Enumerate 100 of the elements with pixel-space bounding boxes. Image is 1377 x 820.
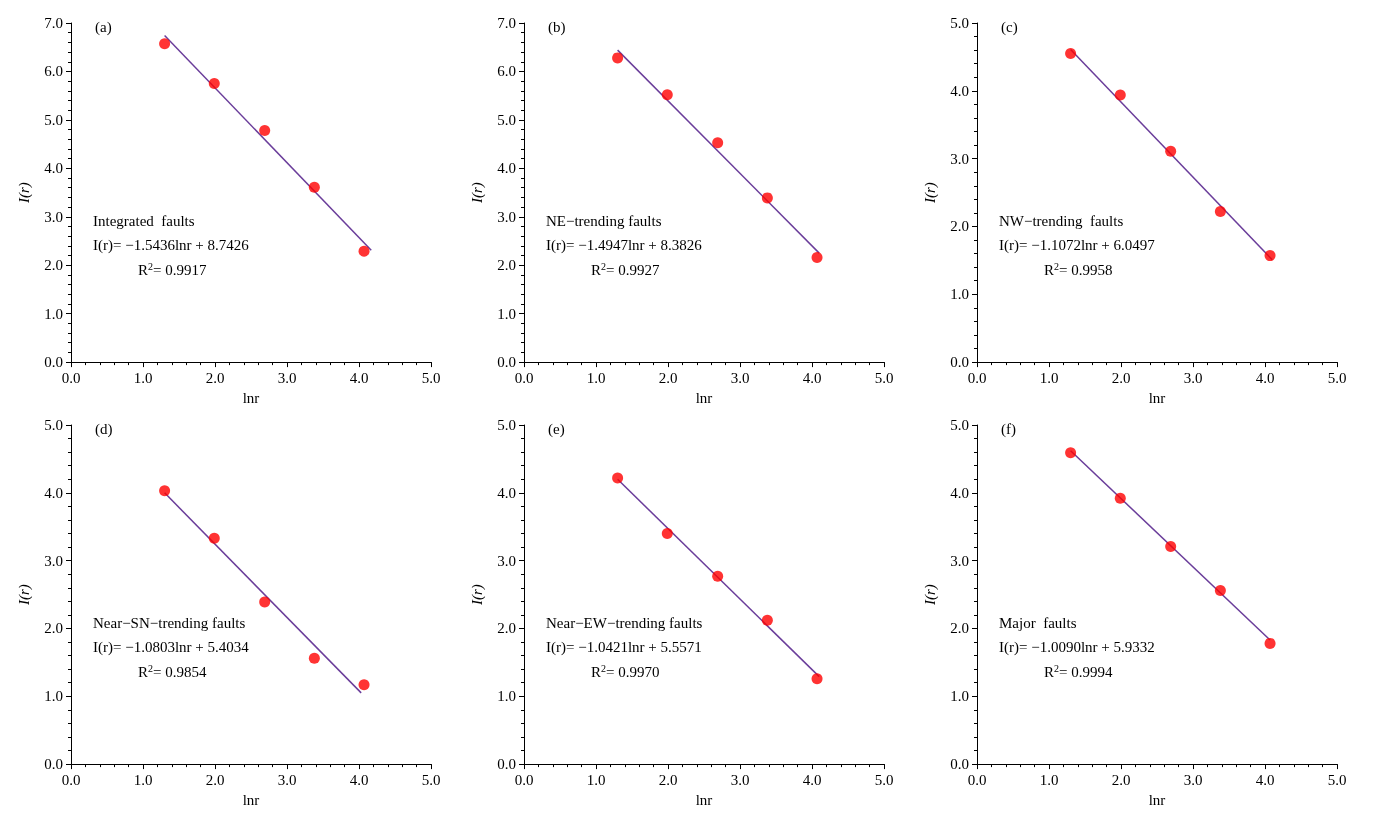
y-tick-label: 4.0 xyxy=(44,484,63,501)
y-tick-label: 7.0 xyxy=(44,15,63,31)
x-tick-label: 5.0 xyxy=(421,771,441,788)
x-tick-label: 0.0 xyxy=(967,771,987,788)
x-tick-label: 5.0 xyxy=(1327,369,1347,386)
chart-title: (b) xyxy=(548,18,566,36)
point xyxy=(1165,540,1177,552)
y-tick-label: 3.0 xyxy=(44,552,63,569)
y-tick-label: 4.0 xyxy=(950,82,969,99)
point xyxy=(159,485,171,497)
y-tick-label: 4.0 xyxy=(497,484,516,501)
x-tick-label: 1.0 xyxy=(1039,369,1059,386)
x-tick-label: 0.0 xyxy=(514,369,534,386)
y-tick-label: 5.0 xyxy=(44,417,63,433)
point xyxy=(712,137,724,149)
annotation: I(r)= −1.5436lnr + 8.7426 xyxy=(93,236,250,254)
x-tick-label: 3.0 xyxy=(730,369,750,386)
chart-title: (d) xyxy=(95,420,113,438)
chart-title: (f) xyxy=(1001,420,1016,438)
x-tick-label: 1.0 xyxy=(133,369,153,386)
annotation: NW−trending faults xyxy=(999,212,1124,229)
annotation: I(r)= −1.4947lnr + 8.3826 xyxy=(546,236,703,254)
point xyxy=(1264,250,1276,262)
x-tick-label: 2.0 xyxy=(1111,369,1131,386)
x-tick-label: 0.0 xyxy=(61,369,81,386)
y-tick-label: 3.0 xyxy=(497,208,516,225)
point xyxy=(1065,447,1077,459)
point xyxy=(761,614,773,626)
x-axis-title: lnr xyxy=(1148,389,1166,406)
point xyxy=(259,596,271,608)
x-tick-label: 1.0 xyxy=(133,771,153,788)
y-tick-label: 0.0 xyxy=(950,354,969,371)
x-axis-title: lnr xyxy=(242,389,260,406)
point xyxy=(612,472,624,484)
annotation: Integrated faults xyxy=(93,212,195,229)
annotation: Near−SN−trending faults xyxy=(93,614,246,631)
y-tick-label: 1.0 xyxy=(950,286,969,303)
x-tick-label: 4.0 xyxy=(1255,771,1275,788)
y-tick-label: 1.0 xyxy=(44,688,63,705)
point xyxy=(208,78,220,90)
x-tick-label: 0.0 xyxy=(967,369,987,386)
y-axis-title: I(r) xyxy=(15,584,33,606)
x-tick-label: 4.0 xyxy=(349,369,369,386)
y-tick-label: 2.0 xyxy=(497,257,516,274)
point xyxy=(712,570,724,582)
annotation: Near−EW−trending faults xyxy=(546,614,703,631)
x-tick-label: 5.0 xyxy=(874,369,894,386)
x-tick-label: 3.0 xyxy=(277,771,297,788)
point xyxy=(1114,89,1126,101)
x-tick-label: 2.0 xyxy=(1111,771,1131,788)
y-tick-label: 5.0 xyxy=(950,15,969,31)
x-axis-title: lnr xyxy=(1148,791,1166,808)
chart-title: (e) xyxy=(548,420,565,438)
annotation: I(r)= −1.0803lnr + 5.4034 xyxy=(93,638,250,656)
y-axis-title: I(r) xyxy=(468,584,486,606)
point xyxy=(811,673,823,685)
x-tick-label: 2.0 xyxy=(205,369,225,386)
y-tick-label: 1.0 xyxy=(497,305,516,322)
x-tick-label: 1.0 xyxy=(586,771,606,788)
y-tick-label: 1.0 xyxy=(497,688,516,705)
x-axis-title: lnr xyxy=(695,389,713,406)
y-tick-label: 3.0 xyxy=(44,208,63,225)
x-tick-label: 3.0 xyxy=(277,369,297,386)
y-axis-title: I(r) xyxy=(921,182,939,204)
point xyxy=(612,52,624,64)
point xyxy=(308,652,320,664)
point xyxy=(1165,145,1177,157)
y-tick-label: 5.0 xyxy=(497,111,516,128)
x-tick-label: 4.0 xyxy=(802,771,822,788)
x-tick-label: 1.0 xyxy=(1039,771,1059,788)
point xyxy=(159,38,171,50)
y-tick-label: 5.0 xyxy=(44,111,63,128)
x-tick-label: 2.0 xyxy=(658,369,678,386)
x-tick-label: 0.0 xyxy=(514,771,534,788)
point xyxy=(811,251,823,263)
y-tick-label: 2.0 xyxy=(44,257,63,274)
annotation: I(r)= −1.0421lnr + 5.5571 xyxy=(546,638,702,656)
y-tick-label: 5.0 xyxy=(497,417,516,433)
x-tick-label: 5.0 xyxy=(1327,771,1347,788)
x-tick-label: 3.0 xyxy=(1183,369,1203,386)
x-tick-label: 3.0 xyxy=(730,771,750,788)
y-tick-label: 3.0 xyxy=(950,552,969,569)
x-tick-label: 0.0 xyxy=(61,771,81,788)
point xyxy=(661,528,673,540)
y-tick-label: 3.0 xyxy=(950,150,969,167)
point xyxy=(358,679,370,691)
y-tick-label: 4.0 xyxy=(497,160,516,177)
annotation: NE−trending faults xyxy=(546,212,662,229)
y-tick-label: 0.0 xyxy=(497,354,516,371)
y-tick-label: 4.0 xyxy=(44,160,63,177)
y-tick-label: 6.0 xyxy=(497,63,516,80)
y-tick-label: 2.0 xyxy=(950,620,969,637)
chart-title: (a) xyxy=(95,18,112,36)
annotation: Major faults xyxy=(999,614,1077,631)
point xyxy=(259,125,271,137)
point xyxy=(1065,48,1077,60)
annotation: I(r)= −1.0090lnr + 5.9332 xyxy=(999,638,1155,656)
y-axis-title: I(r) xyxy=(15,182,33,204)
y-tick-label: 5.0 xyxy=(950,417,969,433)
y-tick-label: 4.0 xyxy=(950,484,969,501)
